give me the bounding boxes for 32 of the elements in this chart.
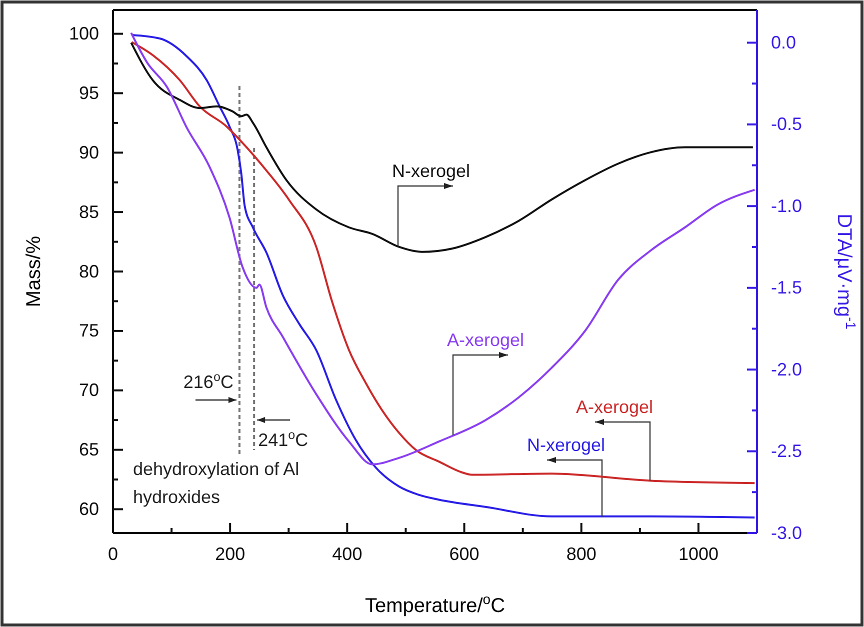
x-tick-label: 800 [566, 544, 596, 564]
y2-tick-label: 0.0 [771, 32, 796, 52]
x-tick-label: 200 [215, 544, 246, 564]
y2-tick-label: -1.5 [771, 278, 802, 298]
y2-tick-label: -2.0 [771, 359, 802, 380]
y-tick-label: 70 [78, 380, 99, 400]
y2-tick-label: -3.0 [771, 522, 802, 543]
y-tick-label: 95 [78, 82, 99, 103]
y2-tick-label: -0.5 [771, 114, 802, 134]
y-tick-label: 80 [78, 261, 99, 282]
y-tick-label: 90 [78, 142, 99, 162]
y-axis-title: Mass/% [23, 236, 45, 308]
y-tick-label: 85 [78, 202, 99, 222]
x-axis-title: Temperature/$^{o}$C [364, 591, 506, 617]
annotation: dehydroxylation of Al hydroxides [133, 459, 300, 507]
y-tick-label: 75 [78, 320, 99, 341]
x-tick-label: 600 [449, 544, 480, 564]
ref-line-label: 241$^{o}$C [258, 428, 308, 450]
text: N-xerogel [392, 161, 470, 181]
ref-line-label: 216$^{o}$C [183, 370, 234, 392]
y-tick-label: 60 [78, 498, 99, 519]
text: A-xerogel [576, 397, 653, 417]
series-label: A-xerogel [447, 330, 524, 350]
y2-tick-label: -1.0 [771, 196, 802, 216]
line-series [130, 42, 754, 253]
x-tick-label: 1000 [678, 544, 718, 564]
x-tick-label: 400 [332, 544, 362, 564]
y-tick-label: 65 [78, 440, 99, 460]
text: N-xerogel [526, 435, 605, 455]
y2-tick-label: -2.5 [771, 441, 802, 462]
y-tick-label: 100 [68, 24, 99, 44]
x-tick-label: 0 [108, 544, 118, 564]
